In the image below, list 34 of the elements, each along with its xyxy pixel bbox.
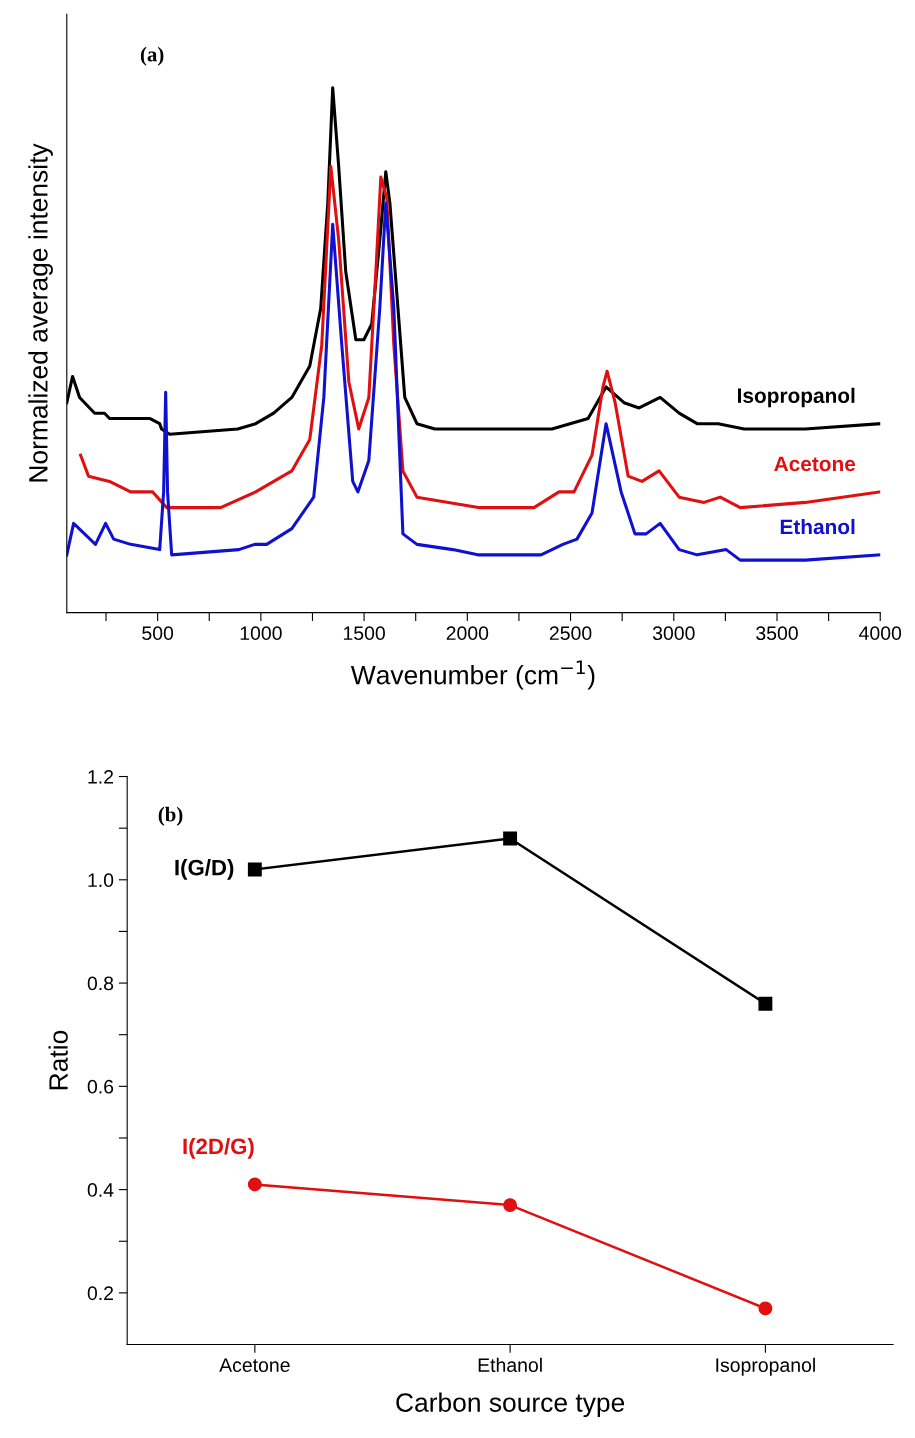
series-label: Acetone bbox=[774, 456, 856, 472]
point bbox=[758, 996, 773, 1011]
point bbox=[758, 1301, 773, 1316]
x-axis-title: Wavenumber (cm$^{−1}$) bbox=[350, 660, 595, 690]
series-label: I(G/D) bbox=[175, 859, 234, 880]
x-tick-label: 3000 bbox=[652, 626, 695, 641]
y-tick-label: 0.4 bbox=[87, 1183, 114, 1197]
y-tick-label: 1.0 bbox=[88, 873, 114, 888]
series-label: I(2D/G) bbox=[183, 1137, 254, 1159]
x-tick-label: 1000 bbox=[240, 626, 282, 641]
point bbox=[503, 831, 518, 846]
x-axis-title: Carbon source type bbox=[396, 1392, 625, 1418]
x-tick-label: Acetone bbox=[219, 1358, 290, 1373]
x-tick-label: Ethanol bbox=[478, 1357, 542, 1373]
annotation: (b) bbox=[158, 806, 183, 826]
x-tick-label: 1500 bbox=[343, 626, 385, 641]
x-tick-label: 3500 bbox=[756, 626, 798, 641]
point bbox=[247, 862, 262, 877]
x-tick-label: 500 bbox=[142, 626, 174, 641]
x-tick-label: 2500 bbox=[549, 626, 592, 641]
point bbox=[247, 1177, 262, 1192]
text: (a) bbox=[140, 46, 164, 66]
y-tick-label: 0.2 bbox=[87, 1286, 114, 1301]
point bbox=[503, 1198, 518, 1213]
y-tick-label: 1.2 bbox=[88, 769, 114, 784]
y-tick-label: 0.6 bbox=[87, 1079, 114, 1094]
series-label: Isopropanol bbox=[738, 387, 855, 408]
x-tick-label: Isopropanol bbox=[716, 1357, 815, 1376]
series-label: Ethanol bbox=[780, 518, 855, 535]
x-tick-label: 4000 bbox=[859, 626, 902, 641]
y-tick-label: 0.8 bbox=[87, 976, 114, 991]
x-tick-label: 2000 bbox=[446, 626, 489, 641]
y-axis-title: Ratio bbox=[48, 1030, 68, 1090]
y-axis-title: Normalized average intensity bbox=[28, 143, 53, 482]
